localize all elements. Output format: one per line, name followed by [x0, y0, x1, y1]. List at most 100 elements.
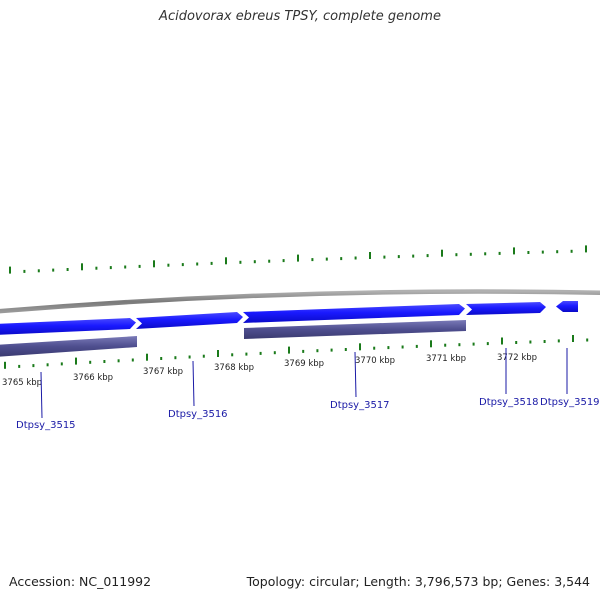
gc-tick-inner-12 — [174, 356, 177, 360]
genome-backbone — [0, 289, 600, 314]
gc-tick-inner-21 — [302, 349, 305, 353]
gc-tick-inner-31 — [444, 343, 447, 347]
gc-tick-inner-34 — [486, 342, 489, 346]
scale-label-3769: 3769 kbp — [284, 359, 324, 369]
gc-tick-outer-2 — [37, 269, 40, 273]
scale-label-3765: 3765 kbp — [2, 378, 42, 388]
gc-tick-outer-9 — [138, 264, 141, 268]
gc-tick-outer-18 — [268, 259, 271, 263]
gc-tick-inner-22 — [316, 349, 319, 353]
gc-tick-outer-10 — [153, 260, 155, 268]
gene-arrow-3518[interactable] — [466, 302, 546, 315]
gc-tick-inner-30 — [430, 340, 432, 348]
gc-tick-inner-17 — [245, 352, 248, 356]
gc-tick-outer-30 — [441, 249, 443, 257]
gc-tick-inner-35 — [501, 337, 503, 345]
genome-summary-text: Topology: circular; Length: 3,796,573 bp… — [246, 574, 590, 589]
leader-line-3516 — [192, 360, 195, 407]
gc-tick-inner-28 — [401, 345, 404, 349]
gc-tick-inner-36 — [515, 341, 518, 344]
gc-tick-outer-29 — [426, 254, 429, 258]
gene-label-leaders — [40, 348, 568, 419]
gene-label-3519[interactable]: Dtpsy_3519 — [540, 397, 600, 408]
gc-tick-inner-15 — [217, 350, 219, 357]
gc-tick-outer-17 — [253, 260, 256, 264]
gc-tick-outer-11 — [167, 263, 170, 267]
gc-tick-inner-9 — [131, 358, 134, 362]
scale-label-3772: 3772 kbp — [497, 353, 537, 363]
gc-tick-inner-38 — [543, 340, 546, 343]
gc-tick-inner-18 — [259, 351, 262, 355]
gc-tick-outer-25 — [369, 252, 371, 259]
leader-line-3517 — [354, 351, 357, 398]
gc-tick-inner-25 — [359, 343, 361, 351]
gc-tick-outer-5 — [81, 263, 83, 271]
gc-tick-inner-13 — [188, 355, 191, 359]
gc-tick-inner-40 — [572, 335, 574, 342]
gene-labels: Dtpsy_3515 Dtpsy_3516 Dtpsy_3517 Dtpsy_3… — [16, 397, 600, 431]
gc-tick-outer-16 — [239, 260, 242, 264]
gc-content-ticks-inner — [4, 335, 589, 369]
gc-tick-outer-32 — [469, 252, 472, 256]
gc-tick-inner-26 — [373, 346, 376, 350]
gc-tick-outer-21 — [311, 258, 314, 262]
gene-arrow-3517[interactable] — [243, 304, 465, 323]
gc-tick-outer-13 — [196, 262, 199, 266]
gc-tick-outer-27 — [397, 255, 400, 259]
scale-label-3768: 3768 kbp — [214, 363, 254, 373]
gc-tick-outer-20 — [297, 254, 299, 262]
gc-tick-inner-10 — [146, 353, 148, 361]
gc-tick-outer-37 — [541, 250, 544, 254]
gc-tick-inner-5 — [75, 357, 77, 365]
gc-tick-inner-8 — [117, 359, 120, 363]
gc-tick-outer-33 — [484, 252, 487, 256]
gc-tick-outer-1 — [23, 269, 26, 273]
scale-label-3766: 3766 kbp — [73, 373, 113, 383]
gc-tick-inner-6 — [89, 360, 92, 364]
gc-tick-inner-16 — [231, 353, 234, 357]
gc-tick-inner-39 — [557, 339, 560, 343]
gene-label-3518[interactable]: Dtpsy_3518 — [479, 397, 539, 408]
gc-tick-inner-19 — [273, 351, 276, 355]
scale-label-3770: 3770 kbp — [355, 356, 395, 366]
gc-tick-outer-8 — [124, 265, 127, 269]
gc-tick-inner-11 — [160, 357, 163, 360]
gc-tick-outer-15 — [225, 257, 227, 265]
gc-tick-outer-14 — [210, 261, 213, 265]
gene-label-3516[interactable]: Dtpsy_3516 — [168, 409, 228, 420]
gc-tick-inner-24 — [344, 348, 347, 351]
gene-arrow-3519[interactable] — [556, 301, 578, 312]
gc-tick-inner-20 — [288, 346, 290, 354]
gc-tick-outer-35 — [513, 247, 515, 255]
gc-tick-inner-41 — [586, 338, 589, 342]
gc-tick-inner-37 — [529, 340, 532, 344]
operon-bar-right — [244, 320, 466, 339]
gc-tick-outer-0 — [9, 266, 11, 274]
scale-label-3767: 3767 kbp — [143, 367, 183, 377]
gc-tick-outer-26 — [383, 255, 386, 259]
leader-line-3515 — [40, 371, 43, 419]
scale-labels: 3765 kbp 3766 kbp 3767 kbp 3768 kbp 3769… — [2, 353, 537, 388]
scale-label-3771: 3771 kbp — [426, 354, 466, 364]
gc-tick-outer-31 — [455, 253, 458, 257]
map-title: Acidovorax ebreus TPSY, complete genome — [159, 9, 441, 24]
operon-track — [0, 320, 466, 357]
gc-tick-outer-39 — [570, 249, 573, 253]
gc-tick-inner-7 — [103, 360, 106, 363]
gc-tick-outer-40 — [585, 245, 587, 253]
gc-tick-inner-32 — [458, 343, 461, 347]
gene-track — [0, 301, 578, 335]
gc-tick-outer-34 — [498, 251, 501, 255]
gc-tick-inner-0 — [4, 361, 6, 369]
gc-tick-inner-33 — [472, 342, 475, 346]
gene-label-3515[interactable]: Dtpsy_3515 — [16, 420, 76, 431]
gene-label-3517[interactable]: Dtpsy_3517 — [330, 400, 390, 411]
gc-content-ticks-outer — [9, 245, 587, 274]
gc-tick-outer-19 — [282, 259, 285, 263]
gc-tick-outer-24 — [354, 256, 357, 260]
gene-arrow-3515[interactable] — [0, 318, 136, 335]
gc-tick-outer-3 — [52, 268, 55, 272]
gc-tick-inner-29 — [415, 344, 418, 348]
gene-arrow-3516[interactable] — [136, 312, 243, 329]
